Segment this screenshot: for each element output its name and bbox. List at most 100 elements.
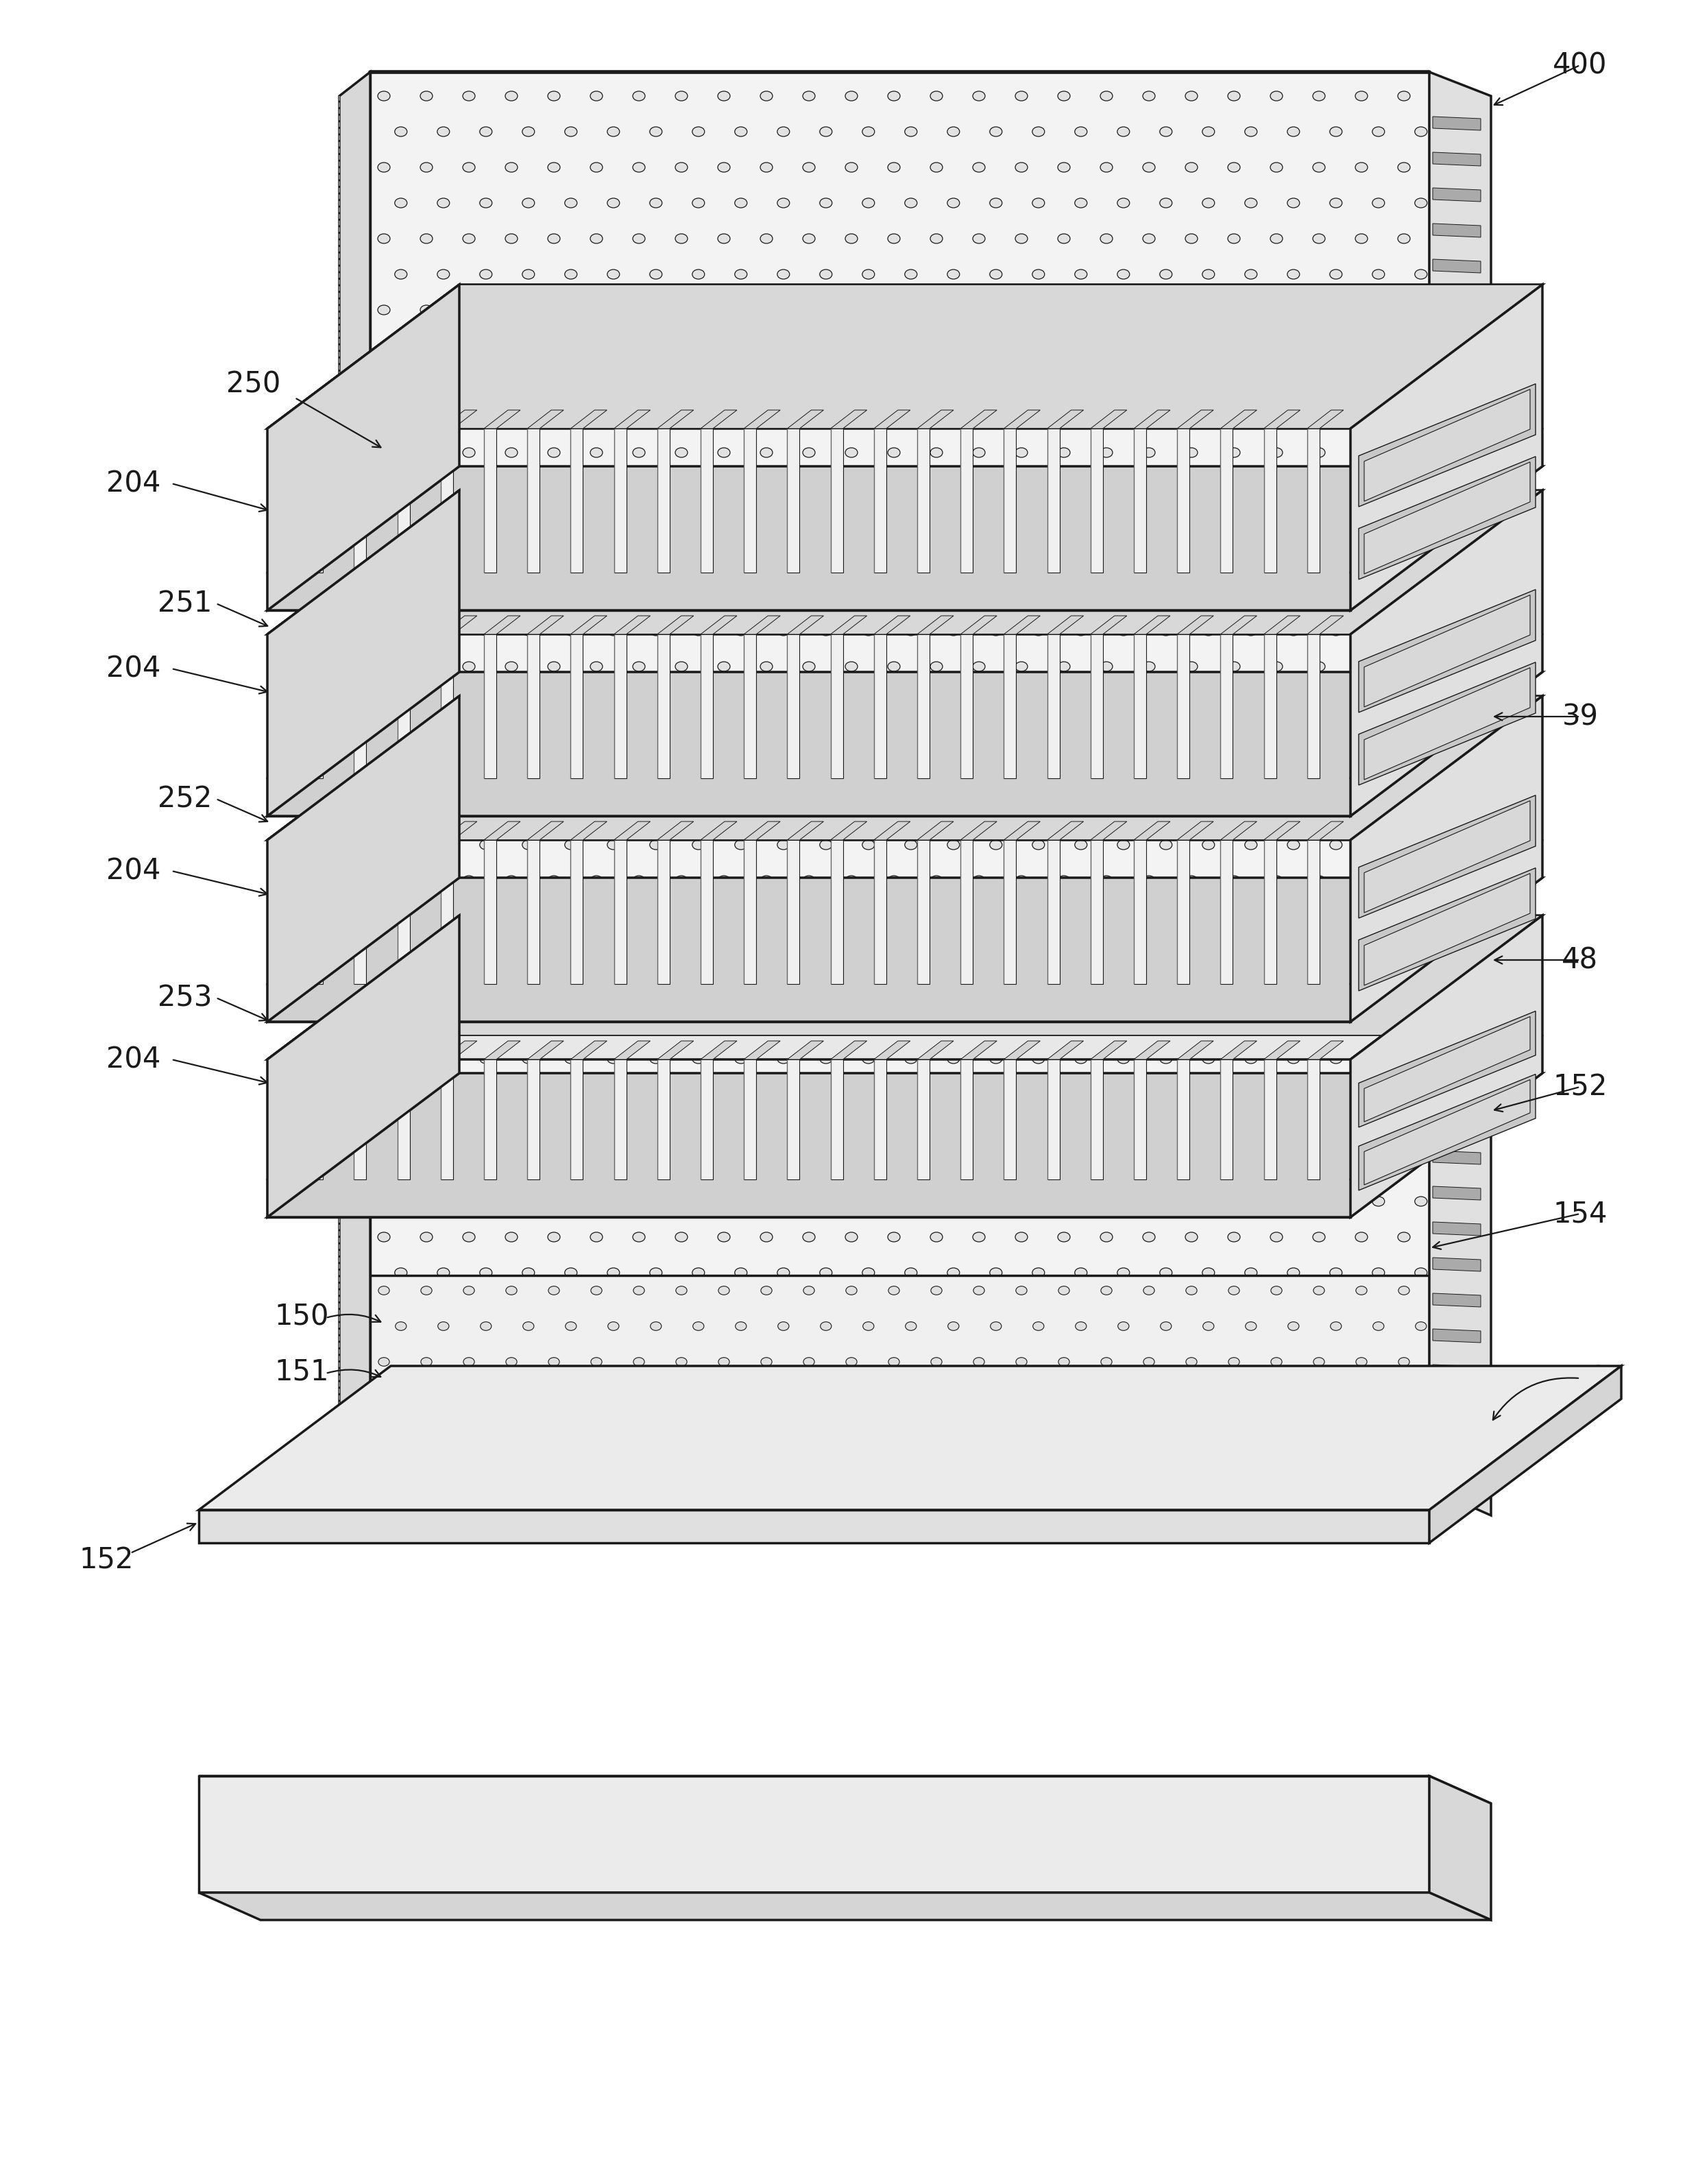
- Ellipse shape: [1373, 1465, 1383, 1474]
- Polygon shape: [398, 616, 433, 633]
- Polygon shape: [354, 1059, 366, 1179]
- Ellipse shape: [634, 1018, 645, 1029]
- Ellipse shape: [846, 1162, 858, 1171]
- Polygon shape: [268, 489, 460, 817]
- Ellipse shape: [506, 1446, 517, 1457]
- Ellipse shape: [947, 1125, 959, 1136]
- Ellipse shape: [420, 1090, 433, 1099]
- Ellipse shape: [989, 341, 1003, 349]
- Ellipse shape: [930, 448, 942, 456]
- Polygon shape: [310, 1042, 347, 1059]
- Polygon shape: [657, 841, 669, 985]
- Ellipse shape: [1203, 1393, 1213, 1402]
- Ellipse shape: [760, 590, 773, 601]
- Ellipse shape: [377, 1304, 389, 1313]
- Text: 204: 204: [106, 856, 160, 885]
- Polygon shape: [875, 1042, 910, 1059]
- Ellipse shape: [1313, 1018, 1324, 1029]
- Ellipse shape: [607, 1269, 620, 1278]
- Polygon shape: [310, 616, 347, 633]
- Ellipse shape: [1270, 448, 1282, 456]
- Ellipse shape: [634, 590, 645, 601]
- Ellipse shape: [1016, 376, 1028, 387]
- Ellipse shape: [905, 1465, 917, 1474]
- Text: 152: 152: [79, 1546, 133, 1575]
- Ellipse shape: [522, 1269, 534, 1278]
- Ellipse shape: [1228, 1376, 1240, 1385]
- Ellipse shape: [718, 948, 730, 957]
- Ellipse shape: [1203, 1125, 1215, 1136]
- Ellipse shape: [693, 983, 704, 992]
- Ellipse shape: [1100, 1376, 1112, 1385]
- Ellipse shape: [1245, 1125, 1257, 1136]
- Ellipse shape: [972, 590, 986, 601]
- Ellipse shape: [735, 555, 746, 563]
- Ellipse shape: [463, 1304, 475, 1313]
- Ellipse shape: [436, 627, 450, 636]
- Ellipse shape: [436, 1125, 450, 1136]
- Ellipse shape: [863, 697, 875, 708]
- Ellipse shape: [1016, 1446, 1028, 1457]
- Ellipse shape: [1399, 590, 1410, 601]
- Polygon shape: [613, 411, 650, 428]
- Ellipse shape: [564, 1269, 576, 1278]
- Ellipse shape: [1415, 1393, 1427, 1402]
- Ellipse shape: [607, 1481, 620, 1492]
- Polygon shape: [1432, 795, 1481, 808]
- Ellipse shape: [1228, 1018, 1240, 1029]
- Ellipse shape: [863, 1321, 875, 1330]
- Ellipse shape: [1016, 590, 1028, 601]
- Ellipse shape: [506, 1286, 517, 1295]
- Text: 204: 204: [106, 470, 160, 498]
- Ellipse shape: [777, 841, 790, 850]
- Ellipse shape: [650, 1465, 662, 1474]
- Polygon shape: [1178, 1059, 1190, 1179]
- Ellipse shape: [1159, 841, 1173, 850]
- Ellipse shape: [1331, 1321, 1341, 1330]
- Polygon shape: [268, 616, 303, 633]
- Ellipse shape: [564, 1197, 576, 1206]
- Ellipse shape: [1033, 841, 1045, 850]
- Ellipse shape: [819, 1269, 832, 1278]
- Ellipse shape: [1185, 306, 1198, 314]
- Ellipse shape: [888, 1232, 900, 1243]
- Ellipse shape: [1372, 341, 1385, 349]
- Ellipse shape: [1415, 627, 1427, 636]
- Ellipse shape: [1228, 376, 1240, 387]
- Ellipse shape: [1033, 627, 1045, 636]
- Polygon shape: [743, 633, 757, 778]
- Polygon shape: [268, 985, 1350, 1022]
- Ellipse shape: [1372, 769, 1385, 778]
- Ellipse shape: [846, 1446, 858, 1457]
- Ellipse shape: [1075, 1197, 1087, 1206]
- Ellipse shape: [1100, 1286, 1112, 1295]
- Ellipse shape: [762, 1428, 772, 1437]
- Ellipse shape: [591, 1286, 602, 1295]
- Polygon shape: [1308, 633, 1319, 778]
- Text: 151: 151: [275, 1356, 329, 1387]
- Ellipse shape: [1185, 92, 1198, 100]
- Ellipse shape: [1185, 1232, 1198, 1243]
- Polygon shape: [1178, 633, 1190, 778]
- Ellipse shape: [1075, 697, 1087, 708]
- Ellipse shape: [1100, 448, 1112, 456]
- Ellipse shape: [1144, 1358, 1154, 1367]
- Ellipse shape: [590, 306, 603, 314]
- Ellipse shape: [947, 1481, 959, 1492]
- Ellipse shape: [760, 734, 773, 743]
- Ellipse shape: [634, 876, 645, 885]
- Polygon shape: [1432, 116, 1481, 131]
- Ellipse shape: [821, 1465, 831, 1474]
- Ellipse shape: [1228, 1162, 1240, 1171]
- Ellipse shape: [650, 269, 662, 280]
- Ellipse shape: [735, 341, 746, 349]
- Ellipse shape: [394, 341, 408, 349]
- Ellipse shape: [480, 697, 492, 708]
- Ellipse shape: [506, 734, 517, 743]
- Ellipse shape: [777, 1055, 790, 1064]
- Ellipse shape: [522, 1055, 534, 1064]
- Ellipse shape: [1033, 1411, 1045, 1420]
- Ellipse shape: [846, 1232, 858, 1243]
- Ellipse shape: [1270, 804, 1282, 815]
- Polygon shape: [484, 411, 521, 428]
